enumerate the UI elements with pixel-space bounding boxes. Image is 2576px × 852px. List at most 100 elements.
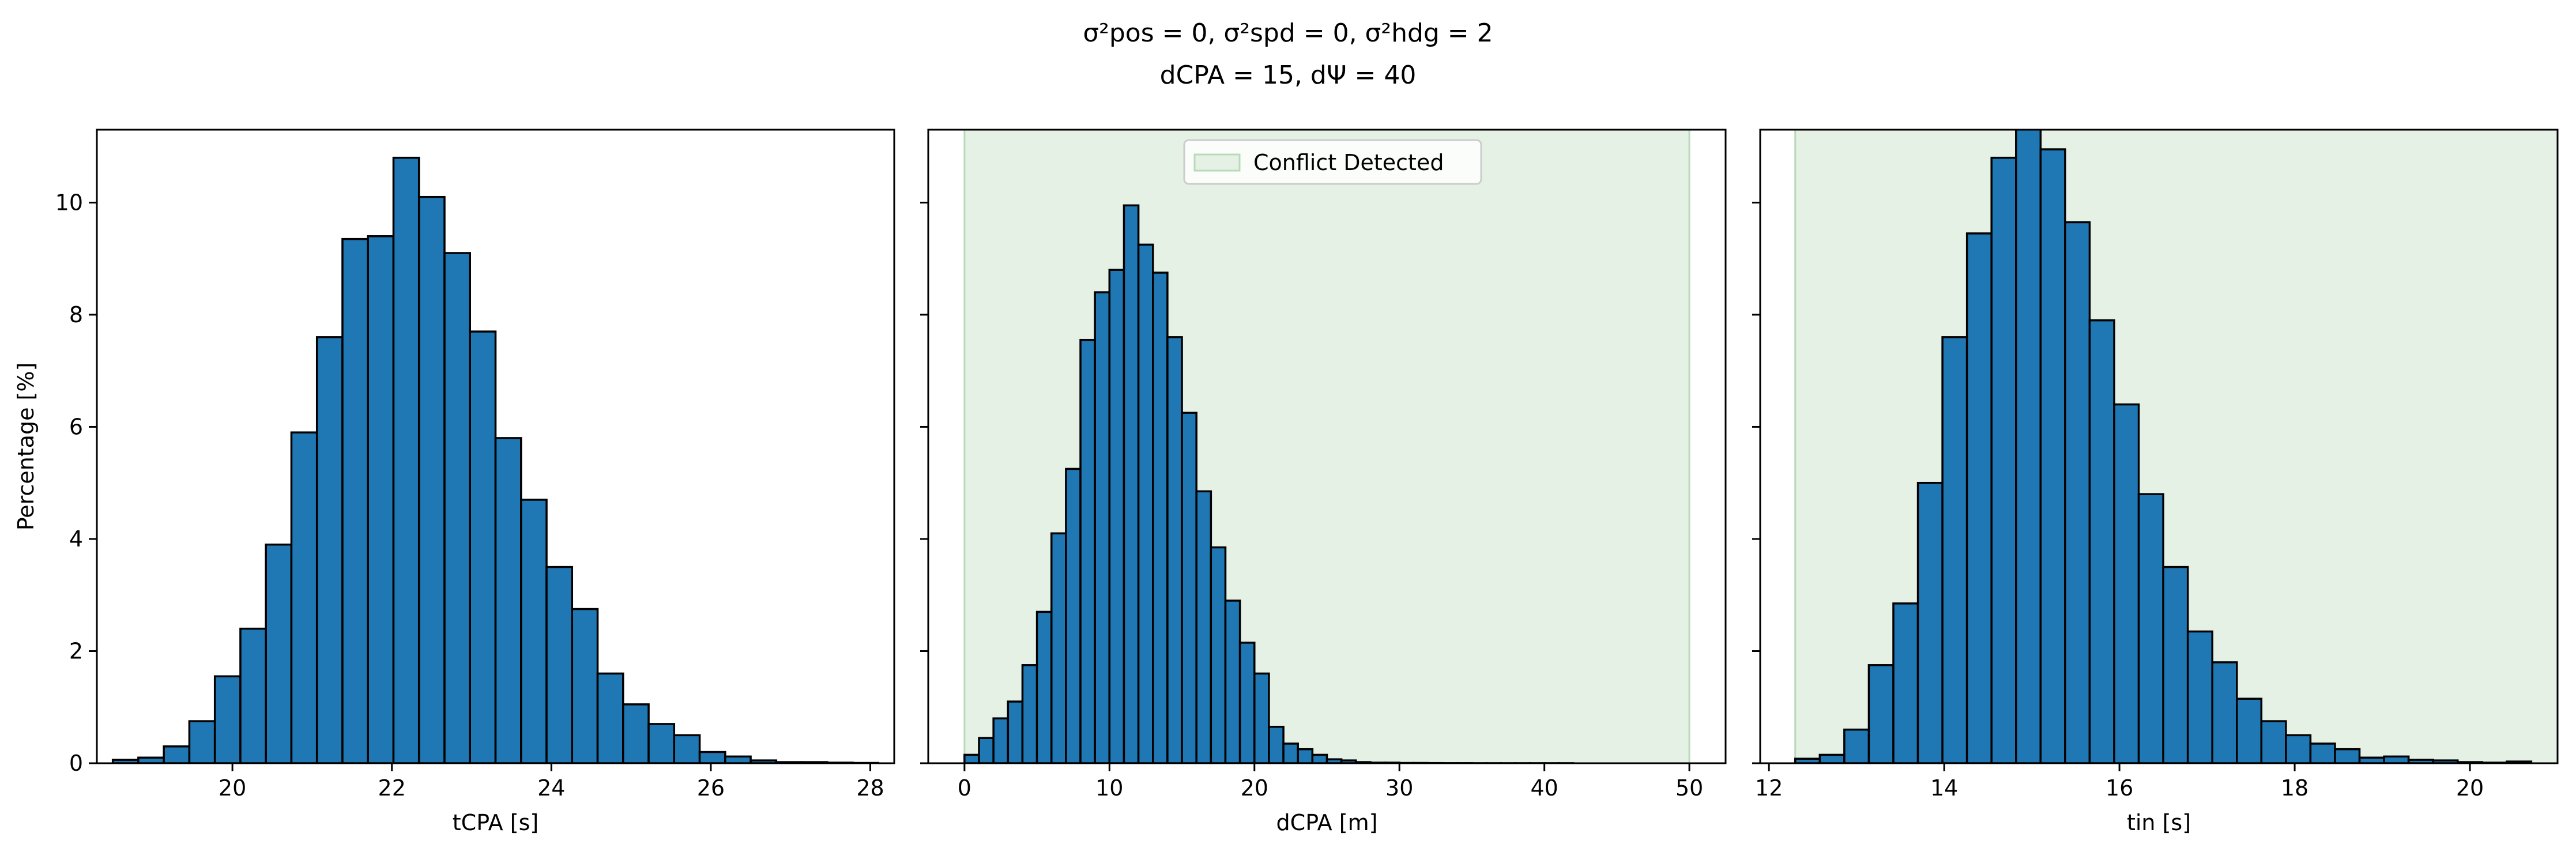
x-tick-label: 20 — [219, 775, 246, 801]
histogram-bar — [2383, 755, 2410, 763]
y-tick-label: 2 — [69, 638, 83, 663]
histogram-bar — [1152, 272, 1169, 763]
legend-swatch — [1193, 153, 1241, 172]
histogram-bar — [2285, 734, 2312, 763]
histogram-panel-tin: 12 14 16 18 20 tin [s] — [1752, 129, 2559, 835]
histogram-bar — [1065, 468, 1082, 763]
histogram-bar — [1253, 672, 1270, 763]
histogram-bar — [2334, 748, 2361, 763]
histogram-bar — [1224, 600, 1241, 763]
histogram-bar — [315, 336, 344, 763]
histogram-bar — [1268, 726, 1285, 763]
histogram-bar — [596, 672, 624, 763]
histogram-bar — [367, 235, 395, 763]
histogram-bar — [1867, 664, 1895, 763]
x-tick-label: 0 — [958, 775, 971, 801]
x-tick-label: 18 — [2281, 775, 2308, 801]
histogram-bar — [1916, 481, 1944, 763]
histogram-bar — [2088, 319, 2115, 763]
histogram-bar — [1021, 664, 1038, 763]
y-axis-label: Percentage [%] — [13, 363, 39, 531]
histogram-bar — [545, 566, 574, 763]
histogram-bar — [163, 745, 191, 763]
histogram-bar — [2309, 742, 2336, 763]
histogram-bar — [341, 237, 369, 763]
y-tick-label: 4 — [69, 526, 83, 552]
histogram-bar — [290, 431, 318, 763]
histogram-bar — [1818, 753, 1846, 763]
histogram-bar — [2260, 720, 2287, 763]
histogram-bar — [2064, 221, 2091, 763]
histogram-bar — [1282, 742, 1299, 763]
x-tick-label: 20 — [1241, 775, 1268, 801]
histogram-bar — [1195, 490, 1212, 763]
x-axis-label: dCPA [m] — [1276, 810, 1378, 835]
histogram-bar — [1181, 412, 1197, 763]
histogram-bar — [443, 252, 471, 763]
x-tick-label: 50 — [1675, 775, 1703, 801]
x-tick-label: 28 — [856, 775, 884, 801]
y-tick-label: 0 — [69, 751, 83, 776]
histogram-bar — [1035, 610, 1053, 763]
histogram-bar — [494, 437, 522, 763]
histogram-bar — [1210, 546, 1227, 763]
histogram-bar — [2236, 698, 2263, 763]
x-tick-label: 16 — [2106, 775, 2133, 801]
histogram-bar — [2211, 661, 2238, 763]
histogram-bar — [647, 723, 676, 763]
axes-frame — [927, 129, 1727, 764]
histogram-bar — [963, 753, 980, 763]
legend: Conflict Detected — [1183, 139, 1482, 185]
x-tick-label: 10 — [1095, 775, 1123, 801]
histogram-bar — [392, 156, 420, 763]
histogram-bar — [2186, 630, 2213, 763]
x-tick-label: 24 — [537, 775, 565, 801]
histogram-bar — [1297, 748, 1314, 763]
x-axis-label: tCPA [s] — [453, 810, 538, 835]
histogram-bar — [1941, 336, 1968, 763]
y-tick-label: 10 — [55, 190, 83, 215]
histogram-bar — [1892, 602, 1919, 763]
legend-label: Conflict Detected — [1253, 150, 1444, 175]
histogram-bar — [239, 627, 267, 763]
histogram-bar — [673, 734, 701, 763]
x-tick-label: 12 — [1755, 775, 1783, 801]
histogram-bar — [520, 499, 548, 763]
x-tick-label: 14 — [1930, 775, 1958, 801]
histogram-bar — [1123, 204, 1140, 763]
histogram-bar — [571, 608, 599, 763]
x-tick-label: 40 — [1531, 775, 1558, 801]
histogram-bar — [1965, 232, 1993, 763]
histogram-panel-dcpa: 0 10 20 30 40 50 dCPA [m] Conflict Detected — [920, 129, 1727, 835]
histogram-bar — [1137, 243, 1154, 763]
x-tick-label: 20 — [2456, 775, 2484, 801]
histogram-bar — [992, 717, 1010, 763]
axes-frame — [1759, 129, 2559, 764]
x-tick-label: 30 — [1385, 775, 1413, 801]
histogram-bar — [2137, 493, 2164, 763]
axes-frame — [96, 129, 895, 764]
histogram-bar — [698, 751, 726, 763]
y-tick-label: 8 — [69, 302, 83, 327]
histogram-bar — [1108, 269, 1125, 763]
histogram-bar — [188, 720, 216, 763]
x-tick-label: 26 — [697, 775, 725, 801]
figure-title-line2: dCPA = 15, dΨ = 40 — [1160, 61, 1417, 90]
histogram-bar — [417, 195, 446, 763]
x-tick-label: 22 — [378, 775, 406, 801]
histogram-bar — [1050, 532, 1067, 763]
histogram-bar — [265, 543, 293, 763]
histogram-bar — [1007, 700, 1024, 763]
histogram-bar — [2015, 130, 2042, 763]
histogram-bar — [213, 675, 242, 763]
figure-title-line1: σ²pos = 0, σ²spd = 0, σ²hdg = 2 — [1083, 18, 1493, 48]
histogram-bar — [469, 330, 497, 763]
histogram-bar — [2039, 148, 2066, 763]
histogram-bar — [1238, 642, 1256, 763]
histogram-bar — [724, 755, 752, 763]
histogram-bar — [2113, 403, 2140, 763]
histogram-bar — [2162, 566, 2189, 763]
x-axis-label: tin [s] — [2127, 810, 2191, 835]
